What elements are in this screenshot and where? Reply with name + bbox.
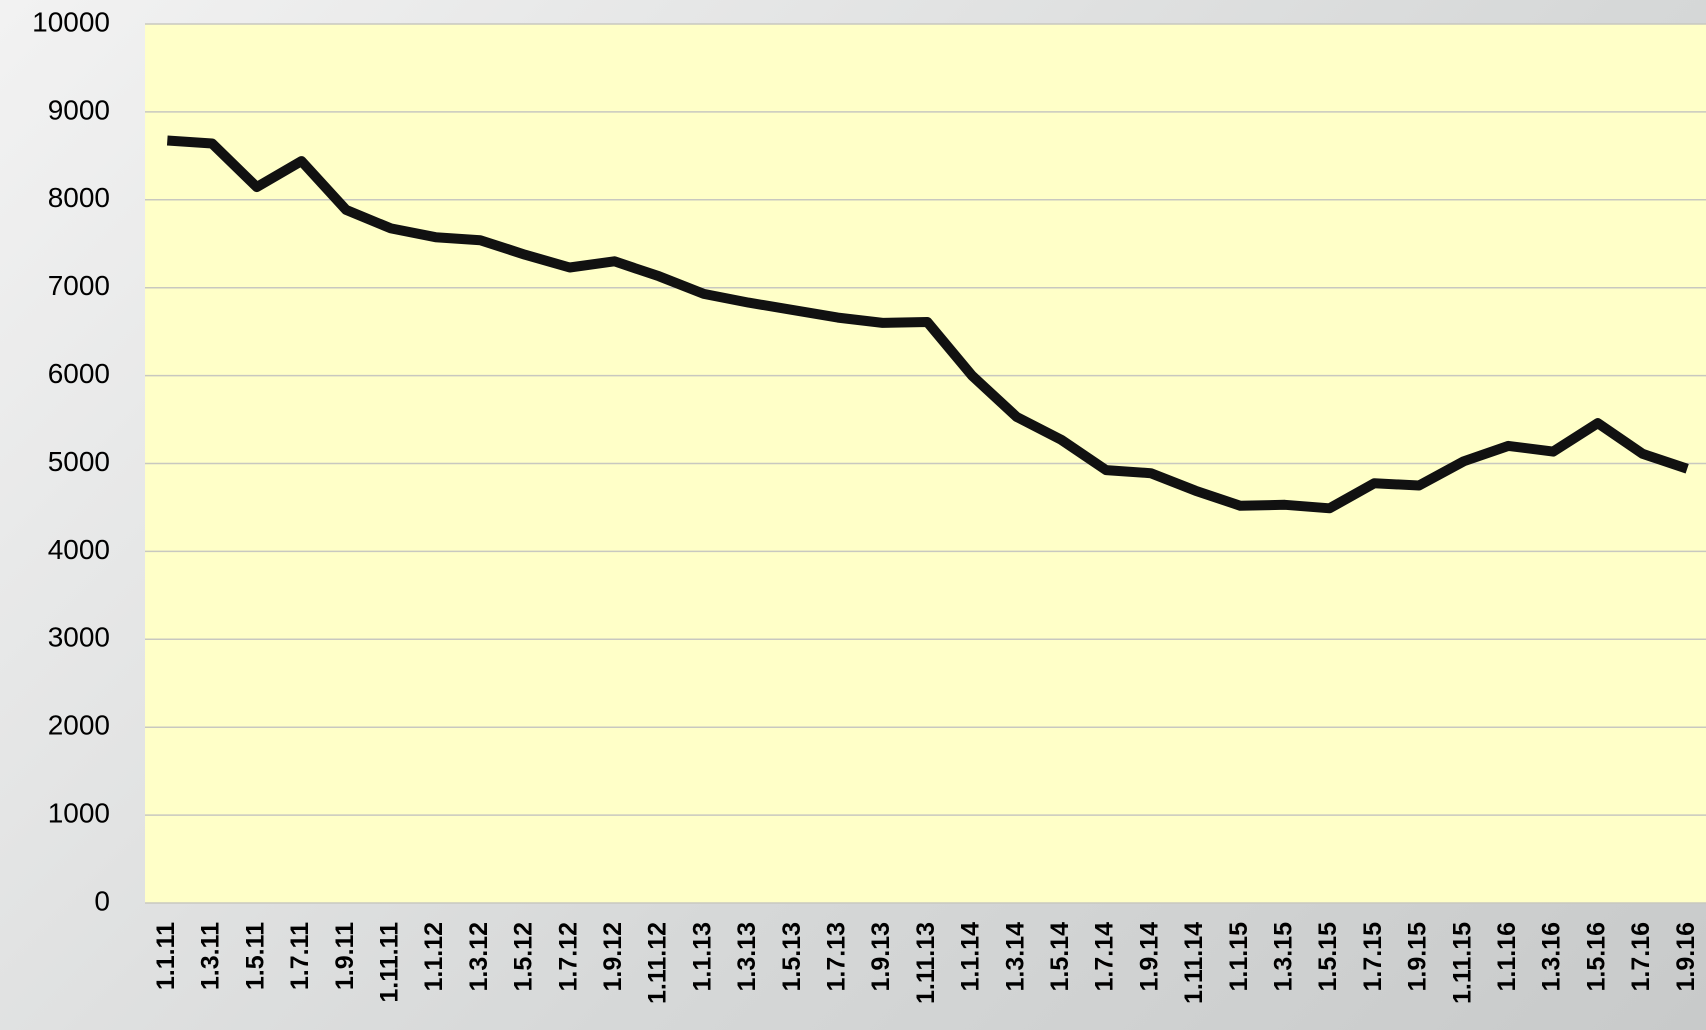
x-tick-label: 1.7.16: [1627, 922, 1655, 992]
y-tick-label: 7000: [48, 270, 110, 301]
x-tick-label: 1.7.13: [822, 922, 850, 992]
x-tick-label: 1.9.15: [1404, 922, 1432, 992]
x-tick-label: 1.5.12: [510, 922, 538, 992]
y-tick-label: 9000: [48, 94, 110, 125]
y-tick-label: 3000: [48, 622, 110, 653]
x-tick-label: 1.1.16: [1493, 922, 1521, 992]
x-tick-label: 1.9.12: [599, 922, 627, 992]
x-tick-label: 1.3.14: [1001, 922, 1029, 992]
y-tick-label: 8000: [48, 182, 110, 213]
x-tick-label: 1.7.15: [1359, 922, 1387, 992]
x-tick-label: 1.9.13: [867, 922, 895, 992]
y-tick-label: 0: [94, 885, 110, 916]
x-tick-label: 1.9.11: [331, 922, 359, 990]
x-tick-label: 1.5.11: [241, 922, 269, 990]
x-tick-label: 1.11.11: [375, 922, 403, 1003]
x-tick-label: 1.1.14: [957, 922, 985, 992]
x-tick-label: 1.7.12: [554, 922, 582, 992]
x-tick-label: 1.3.16: [1538, 922, 1566, 992]
x-tick-label: 1.3.13: [733, 922, 761, 992]
x-tick-label: 1.11.13: [912, 922, 940, 1004]
y-tick-label: 6000: [48, 358, 110, 389]
x-tick-label: 1.3.12: [465, 922, 493, 992]
y-tick-label: 1000: [48, 797, 110, 828]
y-tick-label: 5000: [48, 446, 110, 477]
x-tick-label: 1.1.15: [1225, 922, 1253, 992]
y-tick-label: 2000: [48, 710, 110, 741]
x-tick-label: 1.5.14: [1046, 922, 1074, 992]
x-tick-label: 1.9.14: [1135, 922, 1163, 992]
y-tick-label: 4000: [48, 534, 110, 565]
x-tick-label: 1.5.13: [778, 922, 806, 992]
x-tick-label: 1.5.16: [1582, 922, 1610, 992]
x-tick-label: 1.11.15: [1448, 922, 1476, 1004]
x-tick-label: 1.11.12: [644, 922, 672, 1004]
x-tick-label: 1.11.14: [1180, 922, 1208, 1004]
x-tick-label: 1.5.15: [1314, 922, 1342, 992]
y-tick-label: 10000: [32, 6, 110, 37]
x-tick-label: 1.1.13: [688, 922, 716, 992]
line: [166, 135, 1689, 514]
x-tick-label: 1.3.15: [1269, 922, 1297, 992]
x-tick-label: 1.9.16: [1672, 922, 1700, 992]
x-tick-label: 1.1.12: [420, 922, 448, 992]
x-tick-label: 1.7.11: [286, 922, 314, 990]
x-tick-label: 1.7.14: [1091, 922, 1119, 992]
x-tick-label: 1.3.11: [197, 922, 225, 990]
x-tick-label: 1.1.11: [152, 922, 180, 990]
